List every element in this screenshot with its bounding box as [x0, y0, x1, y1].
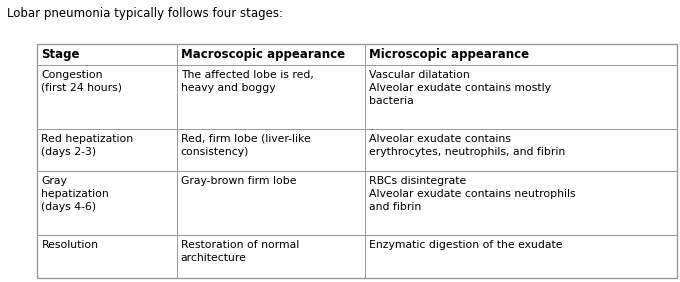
Bar	[365, 171, 677, 235]
Bar	[177, 65, 365, 129]
Bar	[365, 129, 677, 171]
Bar	[365, 44, 677, 65]
Bar	[365, 65, 677, 129]
Text: Microscopic appearance: Microscopic appearance	[369, 48, 530, 61]
Bar	[37, 44, 677, 278]
Text: Resolution: Resolution	[41, 240, 99, 250]
Text: Enzymatic digestion of the exudate: Enzymatic digestion of the exudate	[369, 240, 563, 250]
Text: Congestion
(first 24 hours): Congestion (first 24 hours)	[41, 70, 122, 93]
Text: Alveolar exudate contains
erythrocytes, neutrophils, and fibrin: Alveolar exudate contains erythrocytes, …	[369, 134, 566, 157]
Bar	[37, 171, 177, 235]
Bar	[365, 235, 677, 278]
Text: Gray-brown firm lobe: Gray-brown firm lobe	[181, 177, 296, 186]
Bar	[37, 129, 177, 171]
Text: Macroscopic appearance: Macroscopic appearance	[181, 48, 345, 61]
Bar	[177, 129, 365, 171]
Text: Red, firm lobe (liver-like
consistency): Red, firm lobe (liver-like consistency)	[181, 134, 311, 157]
Bar	[37, 235, 177, 278]
Text: Restoration of normal
architecture: Restoration of normal architecture	[181, 240, 299, 263]
Text: Stage: Stage	[41, 48, 80, 61]
Text: RBCs disintegrate
Alveolar exudate contains neutrophils
and fibrin: RBCs disintegrate Alveolar exudate conta…	[369, 177, 576, 212]
Text: Vascular dilatation
Alveolar exudate contains mostly
bacteria: Vascular dilatation Alveolar exudate con…	[369, 70, 551, 106]
Bar	[177, 171, 365, 235]
Text: Red hepatization
(days 2-3): Red hepatization (days 2-3)	[41, 134, 133, 157]
Bar	[177, 235, 365, 278]
Text: Lobar pneumonia typically follows four stages:: Lobar pneumonia typically follows four s…	[7, 7, 283, 20]
Bar	[37, 65, 177, 129]
Bar	[177, 44, 365, 65]
Bar	[37, 44, 177, 65]
Text: The affected lobe is red,
heavy and boggy: The affected lobe is red, heavy and bogg…	[181, 70, 313, 93]
Text: Gray
hepatization
(days 4-6): Gray hepatization (days 4-6)	[41, 177, 109, 212]
